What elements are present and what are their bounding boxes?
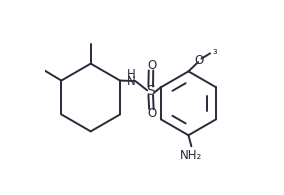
Text: S: S <box>146 84 155 98</box>
Text: H: H <box>127 68 136 81</box>
Text: O: O <box>195 54 204 67</box>
Text: ₃: ₃ <box>213 46 217 56</box>
Text: O: O <box>147 107 156 121</box>
Text: O: O <box>147 59 156 72</box>
Text: NH₂: NH₂ <box>180 149 202 162</box>
Text: N: N <box>127 75 136 88</box>
